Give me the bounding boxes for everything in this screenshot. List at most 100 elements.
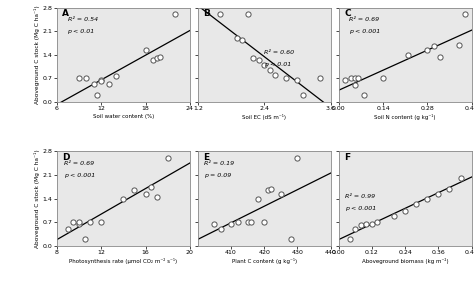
Point bbox=[156, 54, 164, 59]
Point bbox=[90, 81, 98, 86]
Point bbox=[294, 156, 301, 161]
Point bbox=[424, 196, 431, 201]
Text: R² = 0.60: R² = 0.60 bbox=[264, 50, 294, 55]
Point bbox=[233, 35, 240, 40]
Point bbox=[341, 78, 349, 82]
X-axis label: Soil water content (%): Soil water content (%) bbox=[93, 114, 154, 119]
Point bbox=[75, 219, 83, 224]
Point bbox=[351, 83, 358, 88]
X-axis label: Soil N content (g kg⁻¹): Soil N content (g kg⁻¹) bbox=[374, 114, 436, 120]
Point bbox=[455, 42, 463, 47]
Text: p < 0.001: p < 0.001 bbox=[349, 29, 381, 34]
Point bbox=[462, 12, 469, 17]
Point bbox=[299, 93, 307, 98]
Point bbox=[351, 75, 358, 80]
X-axis label: Aboveground biomass (kg m⁻²): Aboveground biomass (kg m⁻²) bbox=[362, 258, 448, 264]
Point bbox=[264, 188, 272, 193]
Point bbox=[75, 76, 83, 81]
Text: p < 0.01: p < 0.01 bbox=[264, 62, 292, 68]
Text: R² = 0.69: R² = 0.69 bbox=[64, 161, 94, 166]
Point bbox=[153, 56, 160, 61]
Point bbox=[363, 222, 370, 226]
Point bbox=[216, 12, 224, 17]
Point bbox=[97, 79, 105, 84]
Point bbox=[227, 222, 235, 226]
Point bbox=[70, 219, 77, 224]
Point bbox=[446, 186, 453, 191]
Text: p < 0.001: p < 0.001 bbox=[64, 173, 95, 178]
Point bbox=[368, 222, 376, 226]
Y-axis label: Aboveground C stock (Mg C ha⁻¹): Aboveground C stock (Mg C ha⁻¹) bbox=[34, 149, 40, 248]
Point bbox=[457, 176, 465, 181]
Text: E: E bbox=[203, 153, 209, 162]
Point bbox=[81, 237, 88, 242]
Point bbox=[142, 191, 149, 196]
Point bbox=[283, 76, 290, 81]
Text: R² = 0.69: R² = 0.69 bbox=[349, 17, 380, 22]
Point bbox=[112, 74, 120, 78]
Point bbox=[430, 44, 438, 49]
Text: A: A bbox=[62, 9, 69, 18]
Text: R² = 0.54: R² = 0.54 bbox=[67, 17, 98, 22]
Text: R² = 0.99: R² = 0.99 bbox=[346, 194, 375, 199]
Point bbox=[360, 93, 368, 98]
Point bbox=[379, 75, 387, 80]
Point bbox=[171, 12, 179, 17]
Text: p < 0.001: p < 0.001 bbox=[346, 206, 377, 211]
Point bbox=[119, 196, 127, 201]
Point bbox=[412, 201, 420, 206]
Point bbox=[210, 222, 218, 226]
Point bbox=[217, 227, 225, 232]
Point bbox=[347, 75, 355, 80]
Point bbox=[82, 75, 90, 80]
Point bbox=[247, 219, 255, 224]
Point bbox=[272, 73, 279, 77]
Point bbox=[374, 219, 381, 224]
Point bbox=[435, 191, 442, 196]
X-axis label: Soil EC (dS m⁻¹): Soil EC (dS m⁻¹) bbox=[242, 114, 286, 120]
Point bbox=[390, 213, 398, 218]
Point bbox=[267, 186, 275, 191]
Point bbox=[294, 78, 301, 82]
Point bbox=[254, 196, 261, 201]
Point bbox=[238, 37, 246, 42]
Text: F: F bbox=[344, 153, 350, 162]
Point bbox=[277, 191, 285, 196]
Text: R² = 0.19: R² = 0.19 bbox=[204, 161, 235, 166]
Point bbox=[404, 52, 412, 57]
X-axis label: Photosynthesis rate (μmol CO₂ m⁻² s⁻¹): Photosynthesis rate (μmol CO₂ m⁻² s⁻¹) bbox=[69, 258, 177, 264]
Point bbox=[287, 237, 295, 242]
Text: D: D bbox=[62, 153, 70, 162]
Text: p = 0.09: p = 0.09 bbox=[204, 173, 232, 178]
Point bbox=[352, 227, 359, 232]
Point bbox=[244, 12, 251, 17]
Point bbox=[357, 223, 365, 227]
Point bbox=[249, 56, 257, 61]
Text: B: B bbox=[203, 9, 210, 18]
Point bbox=[436, 54, 444, 59]
Point bbox=[266, 68, 273, 72]
Point bbox=[354, 75, 362, 80]
Point bbox=[401, 208, 409, 213]
Point bbox=[234, 219, 241, 224]
Point bbox=[261, 219, 268, 224]
Point bbox=[64, 227, 72, 232]
Point bbox=[346, 237, 354, 242]
Y-axis label: Aboveground C stock (Mg C ha⁻¹): Aboveground C stock (Mg C ha⁻¹) bbox=[34, 5, 40, 104]
Text: p < 0.01: p < 0.01 bbox=[67, 29, 95, 34]
Point bbox=[142, 47, 149, 52]
Point bbox=[255, 58, 263, 62]
Point bbox=[105, 81, 112, 86]
Point bbox=[244, 219, 251, 224]
Point bbox=[316, 75, 323, 80]
Point bbox=[97, 219, 105, 224]
Point bbox=[75, 222, 83, 226]
Point bbox=[147, 184, 155, 189]
Point bbox=[164, 156, 172, 161]
Point bbox=[86, 219, 94, 224]
Text: C: C bbox=[344, 9, 351, 18]
Point bbox=[94, 93, 101, 98]
Point bbox=[131, 188, 138, 193]
X-axis label: Plant C content (g kg⁻¹): Plant C content (g kg⁻¹) bbox=[232, 258, 297, 264]
Point bbox=[424, 47, 431, 52]
